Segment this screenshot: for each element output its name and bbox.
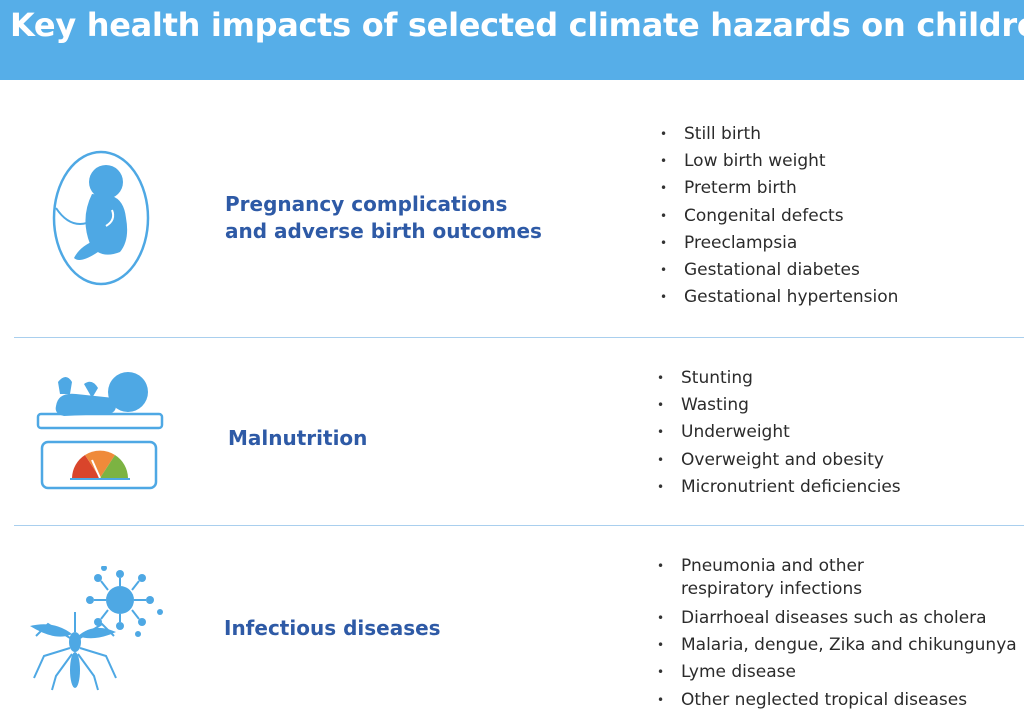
list-item: Other neglected tropical diseases: [657, 687, 1017, 714]
list-item: Diarrhoeal diseases such as cholera: [657, 605, 1017, 632]
list-item: Preeclampsia: [660, 230, 898, 257]
section-title-pregnancy: Pregnancy complications and adverse birt…: [225, 192, 542, 243]
section-title-malnutrition: Malnutrition: [228, 426, 368, 450]
list-item: Malaria, dengue, Zika and chikungunya: [657, 632, 1017, 659]
list-item: Preterm birth: [660, 175, 898, 202]
list-item: Stunting: [657, 365, 901, 392]
infectious-impacts-list: Pneumonia and other respiratory infectio…: [657, 555, 1017, 714]
header-banner: Key health impacts of selected climate h…: [0, 0, 1024, 80]
list-item: Wasting: [657, 392, 901, 419]
malnutrition-impacts-list: Stunting Wasting Underweight Overweight …: [657, 365, 901, 501]
baby-on-scale-icon: [36, 372, 164, 490]
list-item: Low birth weight: [660, 148, 898, 175]
list-item: Overweight and obesity: [657, 447, 901, 474]
mosquito-virus-icon: [30, 566, 163, 691]
pregnancy-impacts-list: Still birth Low birth weight Preterm bir…: [660, 121, 898, 312]
fetus-in-womb-icon: [52, 150, 150, 286]
list-item: Still birth: [660, 121, 898, 148]
section-divider: [14, 525, 1024, 526]
list-item: Pneumonia and other respiratory infectio…: [657, 555, 1017, 605]
list-item: Congenital defects: [660, 203, 898, 230]
section-divider: [14, 337, 1024, 338]
list-item: Gestational diabetes: [660, 257, 898, 284]
list-item: Micronutrient deficiencies: [657, 474, 901, 501]
page-title: Key health impacts of selected climate h…: [10, 6, 1024, 44]
list-item: Gestational hypertension: [660, 284, 898, 311]
list-item: Underweight: [657, 419, 901, 446]
list-item: Lyme disease: [657, 659, 1017, 686]
section-title-infectious: Infectious diseases: [224, 616, 441, 640]
